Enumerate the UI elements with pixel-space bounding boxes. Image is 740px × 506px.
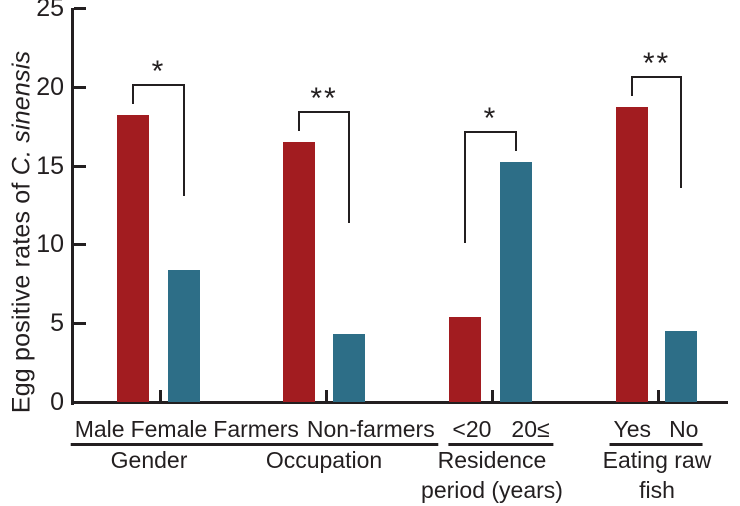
bar-male: [117, 115, 149, 402]
bar-yes: [616, 107, 648, 402]
bar-label: <20: [452, 416, 492, 442]
bar-label: Non-farmers: [306, 416, 435, 442]
bar-label: Farmers: [213, 416, 299, 442]
group-pair-label: Farmers Non-farmers: [209, 416, 439, 446]
sig-bracket-horizontal: [631, 76, 682, 78]
group-caption: Gender: [111, 445, 188, 475]
group-pair-label-inner: Yes No: [609, 416, 703, 446]
y-axis-tick: [74, 164, 86, 168]
y-axis-tick: [74, 243, 86, 247]
group-caption-line: Gender: [110, 447, 188, 473]
x-axis-tick: [491, 390, 494, 402]
sig-bracket-vertical-long: [464, 131, 466, 243]
group-caption-line: period (years): [421, 477, 563, 503]
group-caption: Residence period (years): [421, 445, 563, 505]
group-caption: Eating raw fish: [603, 445, 712, 505]
group-pair-label: Yes No: [609, 416, 703, 446]
significance-stars: **: [642, 47, 671, 80]
bar-no: [665, 331, 697, 402]
sig-bracket-horizontal: [298, 111, 350, 113]
bar-label: Female: [130, 416, 208, 442]
x-axis-tick: [657, 390, 660, 402]
group-pair-label: <20 20≤: [448, 416, 554, 446]
bar-label: 20≤: [511, 416, 550, 442]
y-tick-label: 20: [36, 72, 64, 101]
group-pair-label-inner: Male Female: [70, 416, 212, 446]
x-axis-tick: [159, 390, 162, 402]
y-axis-title-text: Egg positive rates of: [7, 175, 36, 414]
y-axis-tick: [74, 322, 86, 326]
significance-stars: *: [483, 102, 498, 135]
bar-20: [449, 317, 481, 402]
group-pair-label-inner: Farmers Non-farmers: [209, 416, 439, 446]
y-tick-label: 0: [50, 388, 64, 416]
sig-bracket-vertical-short: [132, 84, 134, 104]
sig-bracket-vertical-long: [348, 111, 350, 223]
sig-bracket-vertical-long: [680, 76, 682, 188]
y-axis-tick: [74, 85, 86, 89]
bar-female: [168, 270, 200, 402]
bar-nonfarmers: [333, 334, 365, 402]
sig-bracket-vertical-short: [631, 76, 633, 96]
group-caption: Occupation: [266, 445, 382, 475]
y-tick-label: 5: [50, 309, 64, 338]
x-axis-line: [71, 401, 728, 404]
group-caption-line: Residence: [437, 447, 547, 473]
sig-bracket-vertical-long: [183, 84, 185, 196]
sig-bracket-horizontal: [464, 131, 517, 133]
bar-label: No: [669, 416, 699, 442]
sig-bracket-vertical-short: [515, 131, 517, 151]
group-pair-label: Male Female: [70, 416, 212, 446]
bar-label: Male: [74, 416, 125, 442]
group-caption-line: Eating raw: [602, 447, 712, 473]
x-axis-tick: [325, 390, 328, 402]
bar-label: Yes: [613, 416, 652, 442]
group-pair-label-inner: <20 20≤: [448, 416, 554, 446]
group-caption-line: fish: [639, 477, 675, 503]
group-caption-line: Occupation: [265, 447, 383, 473]
y-tick-label: 25: [36, 0, 64, 22]
y-tick-label: 10: [36, 230, 64, 259]
bar-farmers: [283, 142, 315, 402]
significance-stars: **: [310, 82, 338, 115]
y-axis-tick: [74, 7, 86, 10]
sig-bracket-vertical-short: [298, 111, 300, 131]
y-tick-label: 15: [36, 151, 64, 180]
bar-20: [500, 162, 532, 402]
significance-stars: *: [151, 55, 166, 88]
sig-bracket-horizontal: [132, 84, 185, 86]
y-axis-line: [71, 8, 74, 405]
